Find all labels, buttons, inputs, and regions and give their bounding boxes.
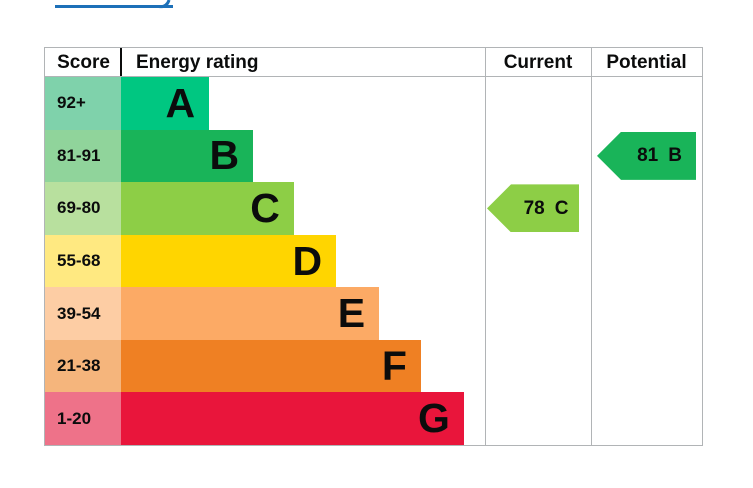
band-bar-g: G — [121, 392, 464, 446]
clipped-link[interactable] — [55, 0, 173, 9]
potential-rating-band: B — [668, 145, 682, 167]
header-energy-rating: Energy rating — [136, 51, 259, 73]
score-range-g: 1-20 — [45, 392, 121, 446]
potential-column-divider — [591, 48, 592, 445]
band-row-c: 69-80 C — [45, 182, 702, 235]
bar-track: G — [121, 392, 485, 446]
band-row-b: 81-91 B — [45, 129, 702, 183]
score-rating-header-divider — [120, 48, 122, 76]
band-letter-f: F — [381, 342, 407, 389]
link-text-descender — [158, 0, 171, 9]
band-row-g: 1-20 G — [45, 392, 702, 446]
band-letter-g: G — [417, 395, 450, 442]
score-range-a: 92+ — [45, 77, 121, 130]
band-bar-a: A — [121, 77, 210, 130]
score-range-b: 81-91 — [45, 129, 121, 183]
bar-track: A — [121, 77, 485, 130]
band-bar-b: B — [121, 129, 254, 183]
band-letter-c: C — [250, 184, 280, 231]
potential-rating-value: 81 — [637, 145, 659, 167]
band-bar-c: C — [121, 182, 294, 235]
band-row-f: 21-38 F — [45, 339, 702, 393]
rating-rows: 92+ A 81-91 B 69-80 — [45, 77, 702, 446]
potential-rating-arrow: 81 B — [597, 131, 696, 180]
score-range-f: 21-38 — [45, 339, 121, 393]
bar-track: B — [121, 129, 485, 183]
link-underline — [55, 5, 173, 8]
score-range-e: 39-54 — [45, 287, 121, 340]
header-score: Score — [57, 51, 110, 73]
bar-track: C — [121, 182, 485, 235]
band-row-e: 39-54 E — [45, 287, 702, 340]
header-potential: Potential — [606, 51, 687, 73]
band-bar-d: D — [121, 234, 337, 288]
band-letter-d: D — [292, 237, 323, 284]
header-current: Current — [503, 51, 573, 73]
band-row-d: 55-68 D — [45, 234, 702, 288]
bar-track: E — [121, 287, 485, 340]
score-range-d: 55-68 — [45, 234, 121, 288]
current-rating-band: C — [554, 197, 569, 219]
current-rating-value: 78 — [523, 197, 545, 219]
bar-track: D — [121, 234, 485, 288]
band-letter-a: A — [165, 79, 196, 126]
score-range-c: 69-80 — [45, 182, 121, 235]
current-column-divider — [485, 48, 486, 445]
band-row-a: 92+ A — [45, 77, 702, 130]
energy-rating-table: Score Energy rating Current Potential 92… — [44, 47, 703, 446]
band-letter-e: E — [337, 290, 366, 337]
table-header-row: Score Energy rating Current Potential — [45, 48, 702, 77]
band-bar-e: E — [121, 287, 380, 340]
band-bar-f: F — [121, 339, 421, 393]
band-letter-b: B — [209, 132, 240, 179]
bar-track: F — [121, 339, 485, 393]
